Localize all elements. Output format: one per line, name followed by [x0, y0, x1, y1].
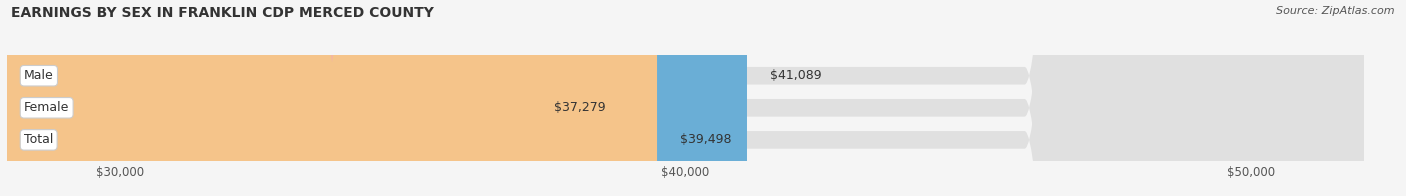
FancyBboxPatch shape — [7, 0, 1364, 196]
FancyBboxPatch shape — [7, 0, 1364, 196]
Text: $39,498: $39,498 — [679, 133, 731, 146]
FancyBboxPatch shape — [7, 0, 657, 196]
FancyBboxPatch shape — [7, 0, 531, 196]
Text: $41,089: $41,089 — [769, 69, 821, 82]
Text: Female: Female — [24, 101, 69, 114]
FancyBboxPatch shape — [7, 0, 1364, 196]
Text: $37,279: $37,279 — [554, 101, 606, 114]
Text: EARNINGS BY SEX IN FRANKLIN CDP MERCED COUNTY: EARNINGS BY SEX IN FRANKLIN CDP MERCED C… — [11, 6, 434, 20]
Text: Total: Total — [24, 133, 53, 146]
Text: Male: Male — [24, 69, 53, 82]
Text: Source: ZipAtlas.com: Source: ZipAtlas.com — [1277, 6, 1395, 16]
FancyBboxPatch shape — [7, 0, 747, 196]
